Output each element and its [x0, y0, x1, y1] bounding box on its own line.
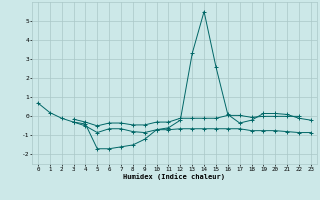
X-axis label: Humidex (Indice chaleur): Humidex (Indice chaleur): [124, 173, 225, 180]
